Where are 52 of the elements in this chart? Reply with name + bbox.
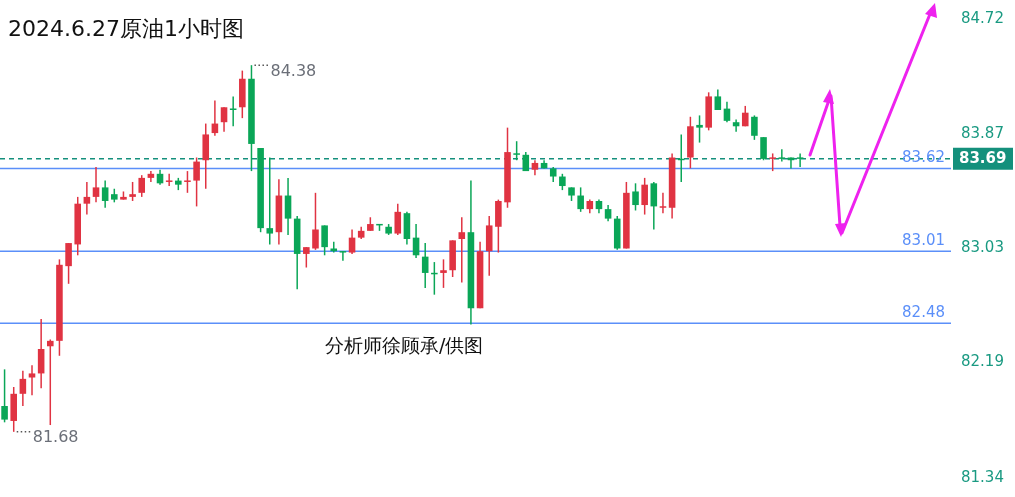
candlestick <box>641 177 648 216</box>
y-tick-label: 83.03 <box>961 238 1004 257</box>
candlestick <box>760 136 767 161</box>
candlestick <box>348 228 356 255</box>
candlestick <box>796 152 804 168</box>
candlestick <box>303 246 310 269</box>
annotation: 分析师徐顾承/供图 <box>325 333 484 358</box>
candlestick <box>723 101 731 123</box>
annotation: 84.38 <box>270 61 317 81</box>
candlestick <box>312 192 319 251</box>
y-tick-label: 84.72 <box>961 8 1004 27</box>
candlestick <box>394 202 402 236</box>
candlestick <box>696 114 703 144</box>
candlestick <box>65 242 72 285</box>
candlestick <box>220 106 228 133</box>
candlestick <box>659 192 667 214</box>
candlestick <box>421 242 429 289</box>
candlestick <box>632 182 639 212</box>
candlestick <box>266 156 274 246</box>
candlestick <box>440 258 447 289</box>
candlestick <box>28 364 36 396</box>
candlestick <box>751 114 758 141</box>
candlestick <box>165 173 173 187</box>
candlestick <box>458 216 466 284</box>
candlestick <box>19 369 27 407</box>
candlestick <box>101 179 109 209</box>
candlestick <box>714 88 722 111</box>
candlestick <box>47 338 54 426</box>
candlestick <box>129 181 136 202</box>
candlestick <box>184 170 191 194</box>
ref-line-label: 83.62 <box>902 148 945 167</box>
ref-line-label: 83.69 <box>959 148 1007 167</box>
chart-title: 2024.6.27原油1小时图 <box>8 15 244 43</box>
ref-line-label: 83.01 <box>902 231 945 250</box>
annotation: 81.68 <box>32 426 79 446</box>
candlestick <box>778 148 786 163</box>
candlestick <box>138 174 146 198</box>
candlestick <box>284 177 292 236</box>
ref-line-label: 82.48 <box>902 303 945 322</box>
candlestick <box>193 156 200 208</box>
candlestick <box>92 166 100 204</box>
candlestick <box>650 181 658 231</box>
candlestick <box>339 250 347 262</box>
candlestick <box>1 368 8 424</box>
candlestick <box>229 95 237 128</box>
candlestick <box>513 140 520 161</box>
y-tick-label: 81.34 <box>961 467 1004 486</box>
candlestick <box>321 224 328 257</box>
y-tick-label: 83.87 <box>961 124 1004 143</box>
candlestick <box>577 186 584 213</box>
y-tick-label: 82.19 <box>961 352 1004 371</box>
candlestick <box>83 181 91 216</box>
